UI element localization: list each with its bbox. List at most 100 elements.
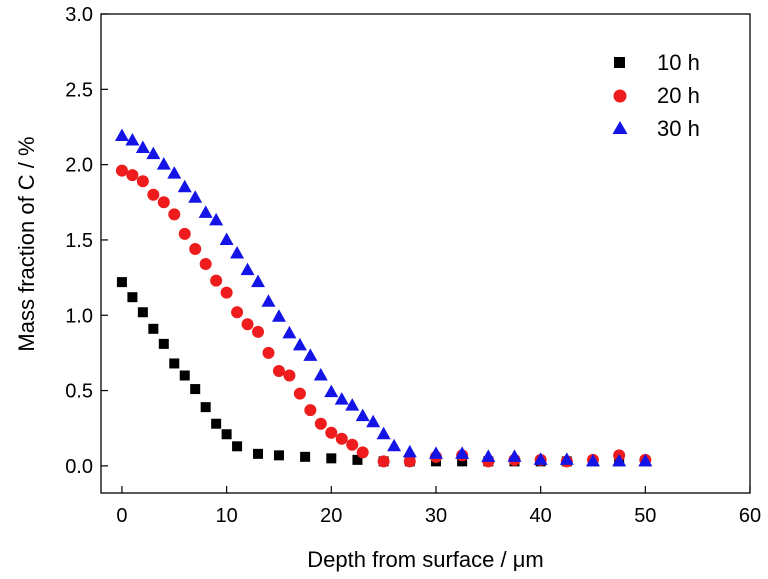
data-point [147, 188, 160, 201]
x-tick-label: 40 [530, 505, 552, 527]
data-point [199, 258, 212, 271]
data-point [178, 227, 191, 240]
axis-tick-labels: 0 10 20 30 40 50 60 0.0 0.5 1.0 1.5 2.0 2.5 3.0 [65, 4, 761, 527]
y-tick-label: 1.0 [65, 305, 93, 327]
data-point [324, 384, 339, 398]
data-point [252, 325, 265, 338]
data-point [335, 432, 348, 445]
legend-marker-10h [614, 57, 625, 68]
legend: 10 h 20 h 30 h [612, 50, 700, 141]
x-tick-label: 10 [215, 505, 237, 527]
data-point [292, 337, 307, 351]
data-point [559, 452, 574, 465]
data-point [168, 208, 181, 221]
data-point [293, 387, 306, 400]
data-point [198, 205, 213, 218]
data-point [241, 318, 254, 331]
data-point [156, 157, 171, 170]
data-point [146, 146, 161, 160]
data-point [282, 325, 297, 339]
data-point [251, 274, 266, 288]
legend-label-20h: 20 h [657, 83, 700, 108]
axis-ticks [101, 13, 751, 493]
data-point [158, 338, 169, 349]
data-point [115, 164, 128, 177]
data-point [200, 402, 211, 413]
data-point [114, 128, 129, 142]
data-point [219, 232, 234, 245]
legend-label-30h: 30 h [657, 116, 700, 141]
data-point [356, 446, 369, 459]
data-point [303, 348, 318, 361]
data-point [126, 169, 139, 182]
data-point [240, 262, 255, 276]
data-point [533, 452, 548, 465]
data-point [376, 426, 391, 440]
series-20h [115, 164, 652, 468]
data-point [481, 449, 496, 462]
data-point [230, 246, 245, 259]
data-point [273, 450, 284, 461]
legend-marker-30h [612, 121, 628, 134]
data-point [314, 417, 327, 430]
data-point [190, 384, 201, 395]
data-point [220, 286, 233, 299]
data-point [326, 453, 337, 464]
data-point [272, 364, 285, 377]
data-point [638, 453, 653, 467]
data-point [271, 309, 286, 322]
data-point [402, 444, 417, 458]
data-point [585, 453, 600, 467]
data-point [507, 449, 522, 462]
data-point [428, 446, 443, 459]
data-point [346, 438, 359, 451]
data-point [403, 455, 416, 468]
data-point [188, 190, 203, 203]
data-point [262, 346, 275, 359]
data-point [366, 414, 381, 428]
data-point [232, 441, 243, 452]
data-point [211, 418, 222, 429]
data-point [355, 408, 370, 422]
data-point [387, 438, 402, 452]
data-point [612, 453, 627, 467]
data-point [325, 426, 338, 439]
y-tick-label: 3.0 [65, 4, 93, 26]
y-tick-label: 0.5 [65, 381, 93, 403]
data-point [136, 175, 149, 188]
series-30h [114, 128, 653, 467]
data-point [179, 370, 190, 381]
data-point [210, 274, 223, 287]
x-tick-label: 30 [425, 505, 447, 527]
y-axis-title: Mass fraction of C / % [14, 136, 39, 351]
data-point [455, 446, 470, 459]
x-tick-label: 60 [739, 505, 761, 527]
data-point [283, 369, 296, 382]
plot-frame [100, 13, 751, 494]
y-tick-label: 0.0 [65, 456, 93, 478]
x-tick-label: 50 [634, 505, 656, 527]
data-point [148, 323, 159, 334]
x-tick-label: 20 [320, 505, 342, 527]
data-point [313, 368, 328, 381]
data-point [304, 404, 317, 417]
data-point [137, 307, 148, 318]
data-point [189, 242, 202, 255]
data-point [221, 429, 232, 440]
data-point [457, 456, 468, 467]
data-point [125, 133, 140, 146]
data-point [177, 179, 192, 193]
x-tick-label: 0 [116, 505, 127, 527]
y-tick-label: 1.5 [65, 230, 93, 252]
data-point [334, 392, 349, 405]
x-axis-title: Depth from surface / μm [307, 547, 543, 572]
data-point [116, 277, 127, 288]
y-tick-label: 2.0 [65, 155, 93, 177]
legend-marker-20h [613, 89, 627, 103]
data-point [135, 140, 150, 154]
data-point [209, 212, 224, 226]
data-point [169, 358, 180, 369]
data-point [377, 455, 390, 468]
data-point [157, 196, 170, 209]
data-point [127, 292, 138, 303]
